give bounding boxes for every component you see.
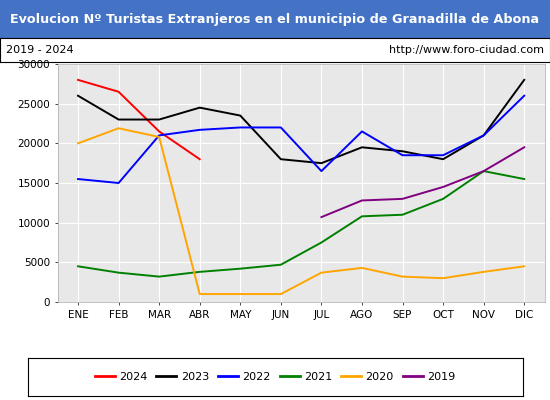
- Text: Evolucion Nº Turistas Extranjeros en el municipio de Granadilla de Abona: Evolucion Nº Turistas Extranjeros en el …: [10, 12, 540, 26]
- Text: 2019 - 2024: 2019 - 2024: [6, 45, 73, 55]
- Text: http://www.foro-ciudad.com: http://www.foro-ciudad.com: [389, 45, 544, 55]
- Legend: 2024, 2023, 2022, 2021, 2020, 2019: 2024, 2023, 2022, 2021, 2020, 2019: [90, 368, 460, 386]
